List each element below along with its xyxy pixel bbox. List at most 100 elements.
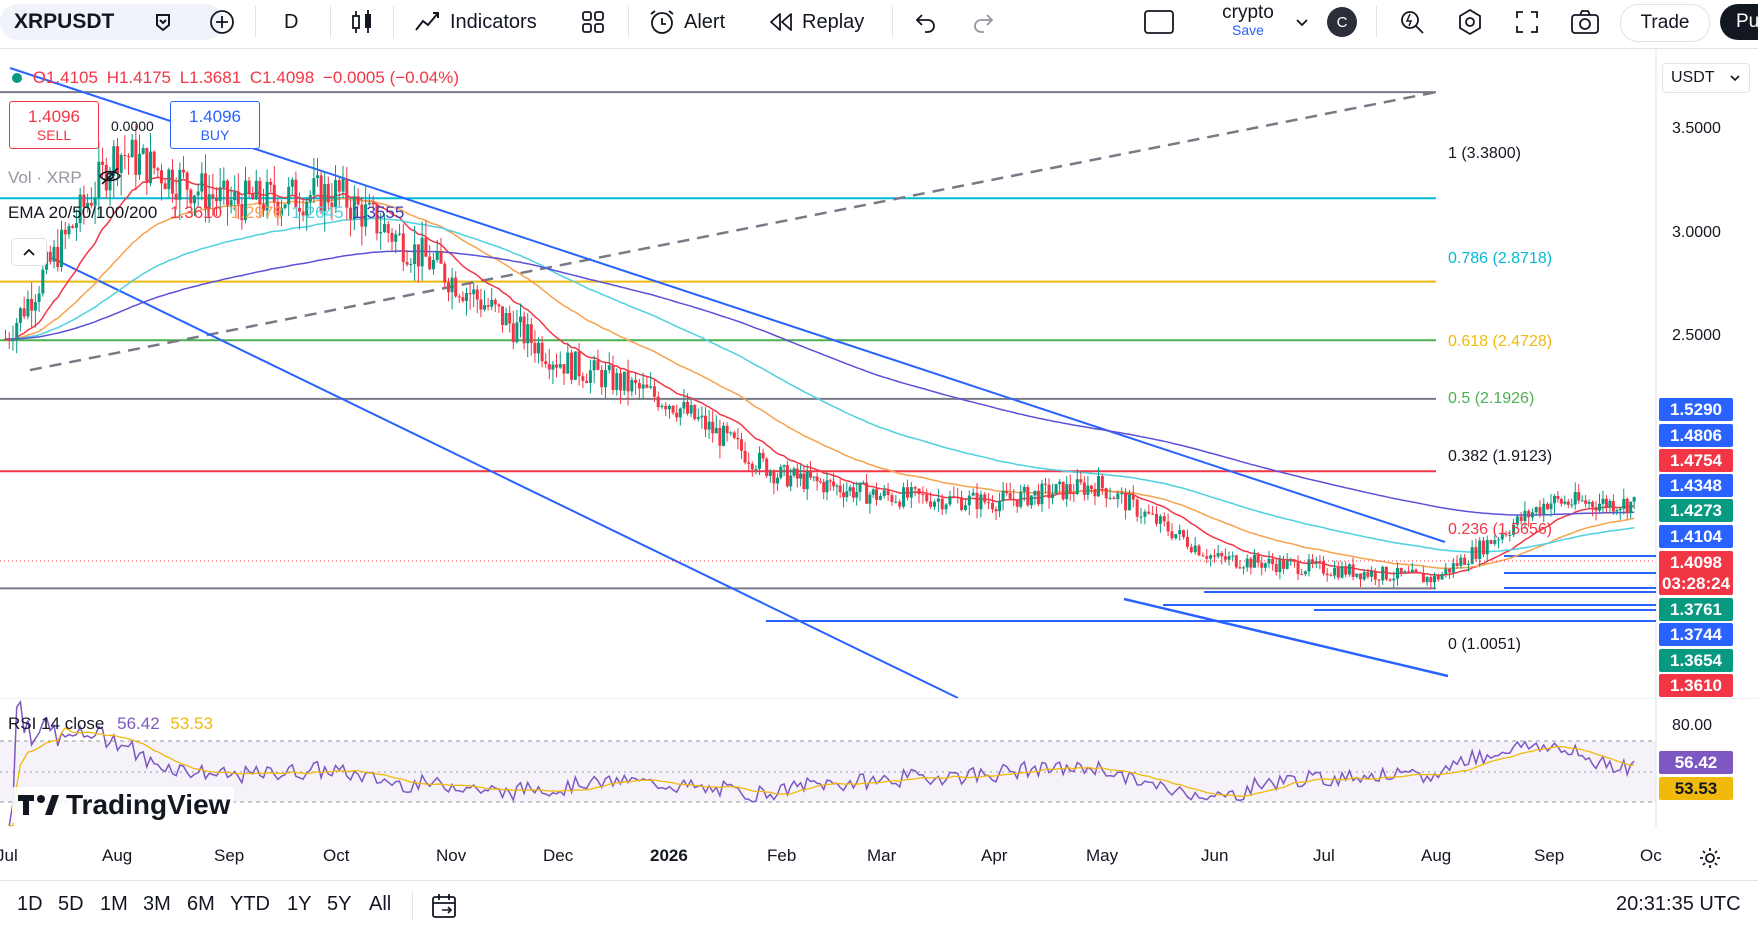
trend-drawings[interactable]	[9, 67, 1656, 698]
interval-button[interactable]: D	[284, 0, 298, 44]
candle-body	[1466, 563, 1470, 565]
range-ytd-button[interactable]: YTD	[230, 893, 270, 915]
candle-body	[119, 155, 123, 173]
candle-body	[1429, 577, 1433, 583]
candle-body	[1425, 577, 1429, 583]
collapse-legend-button[interactable]	[11, 238, 47, 266]
sell-label: SELL	[36, 127, 72, 143]
candle-body	[276, 201, 280, 216]
candle-body	[1019, 491, 1023, 507]
candle-body	[729, 432, 733, 434]
candle-body	[1112, 497, 1116, 500]
candle-body	[1089, 485, 1093, 490]
range-6m-button[interactable]: 6M	[187, 893, 215, 915]
avatar[interactable]: C	[1327, 7, 1357, 37]
fullscreen-icon[interactable]	[1514, 0, 1540, 44]
candle-body	[1591, 501, 1595, 508]
candle-body	[1086, 485, 1090, 495]
candle-body	[789, 475, 793, 487]
rsi-legend[interactable]: RSI 14 close 56.42 53.53	[8, 714, 213, 734]
candle-body	[1377, 579, 1381, 581]
candle-body	[795, 468, 799, 479]
candle-body	[82, 194, 86, 208]
chart-settings-gear-icon[interactable]	[1698, 846, 1722, 875]
layout-name-button[interactable]: crypto Save	[1198, 2, 1298, 38]
compare-add-icon[interactable]	[208, 0, 236, 44]
market-status-dot	[12, 73, 22, 83]
trade-label: Trade	[1640, 12, 1690, 33]
candle-body	[1563, 501, 1567, 504]
candle-body	[326, 183, 330, 203]
alert-button[interactable]: Alert	[648, 0, 725, 44]
candle-body	[401, 233, 405, 263]
candle-body	[1274, 564, 1278, 573]
tradingview-logo[interactable]: TradingView	[12, 787, 235, 823]
candle-body	[1584, 500, 1588, 504]
candle-body	[678, 408, 682, 418]
templates-icon[interactable]	[580, 0, 606, 44]
candle-body	[1497, 539, 1501, 541]
quick-search-icon[interactable]	[1398, 0, 1426, 44]
indicators-label: Indicators	[450, 10, 537, 33]
candle-body	[67, 226, 71, 235]
sell-button[interactable]: 1.4096 SELL	[9, 101, 99, 149]
tradingview-wordmark: TradingView	[66, 789, 231, 820]
currency-select[interactable]: USDT	[1662, 63, 1750, 93]
candle-body	[555, 364, 558, 368]
candle-body	[130, 139, 134, 158]
candle-body	[254, 180, 258, 200]
candle-body	[1001, 490, 1005, 502]
candle-style-icon[interactable]	[350, 0, 374, 44]
eye-hidden-icon[interactable]	[98, 167, 122, 190]
candle-body	[732, 432, 736, 438]
candle-body	[562, 364, 566, 374]
candle-body	[200, 173, 204, 192]
candle-body	[637, 383, 641, 389]
candle-body	[1051, 493, 1055, 499]
candle-body	[689, 405, 693, 414]
candle-body	[123, 155, 127, 157]
candle-body	[1022, 486, 1026, 492]
range-1d-button[interactable]: 1D	[17, 893, 43, 915]
undo-icon[interactable]	[913, 0, 939, 44]
candle-body	[182, 169, 185, 173]
candle-body	[416, 244, 420, 267]
candle-body	[871, 489, 875, 495]
candle-body	[1340, 566, 1344, 578]
range-5y-button[interactable]: 5Y	[327, 893, 352, 915]
candle-body	[379, 231, 383, 234]
fibonacci-retracement[interactable]	[0, 91, 1436, 590]
range-all-button[interactable]: All	[369, 893, 392, 915]
indicators-button[interactable]: Indicators	[414, 0, 537, 44]
trade-button[interactable]: Trade	[1620, 4, 1710, 42]
rsi-pane[interactable]	[0, 698, 1758, 828]
symbol-search[interactable]: XRPUSDT	[0, 4, 224, 40]
chevron-down-icon[interactable]	[1294, 0, 1310, 44]
candle-body	[1285, 560, 1289, 569]
volume-legend[interactable]: Vol · XRP	[8, 167, 122, 190]
replay-button[interactable]: Replay	[768, 0, 864, 44]
camera-snapshot-icon[interactable]	[1570, 0, 1600, 44]
range-3m-button[interactable]: 3M	[143, 893, 171, 915]
range-1m-button[interactable]: 1M	[100, 893, 128, 915]
settings-gear-icon[interactable]	[1456, 0, 1484, 44]
buy-button[interactable]: 1.4096 BUY	[170, 101, 260, 149]
price-tag: 1.3610	[1659, 674, 1733, 697]
utc-clock[interactable]: 20:31:35 UTC	[1616, 893, 1741, 915]
symbol-flag-icon[interactable]	[152, 11, 174, 33]
ema-legend[interactable]: EMA 20/50/100/200 1.3610 1.2978 1.2645 1…	[8, 203, 404, 223]
price-chart[interactable]	[0, 48, 1758, 698]
range-1y-button[interactable]: 1Y	[287, 893, 312, 915]
candle-body	[1061, 481, 1065, 500]
publish-button[interactable]: Pu	[1720, 4, 1758, 40]
candle-body	[615, 373, 619, 390]
redo-icon[interactable]	[970, 0, 996, 44]
candle-body	[174, 193, 178, 200]
layout-select-icon[interactable]	[1143, 0, 1175, 44]
candle-body	[101, 161, 105, 165]
candle-body	[1604, 498, 1608, 508]
calendar-goto-date-icon[interactable]	[430, 892, 458, 925]
range-5d-button[interactable]: 5D	[58, 893, 84, 915]
time-axis-label: Oct	[323, 846, 350, 865]
candle-body	[1005, 490, 1009, 494]
